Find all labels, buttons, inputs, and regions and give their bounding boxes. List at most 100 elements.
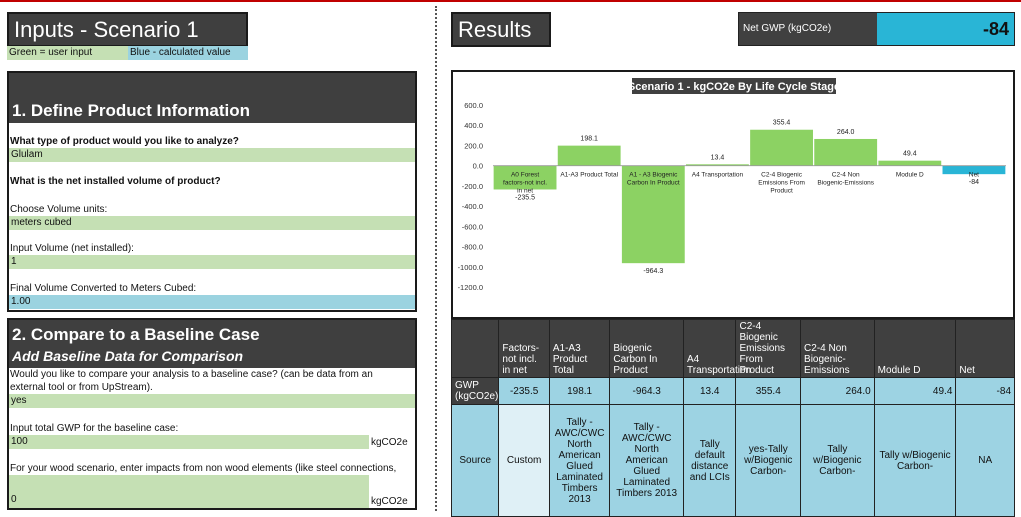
y-tick-label: -200.0 [462, 182, 483, 191]
total-gwp-field[interactable]: 100 [9, 435, 369, 449]
source-cell: Tally default distance and LCIs [683, 404, 737, 517]
y-tick-label: -1200.0 [458, 283, 483, 292]
table-header-cell: Biogenic Carbon In Product [609, 319, 685, 378]
gwp-row-label: GWP (kgCO2e) [450, 377, 500, 405]
source-cell: Tally w/Biogenic Carbon- [873, 404, 957, 517]
gwp-cell: -84 [955, 377, 1015, 405]
table-header-cell: C2-4 Non Biogenic-Emissions [800, 319, 875, 378]
gwp-cell: 198.1 [548, 377, 611, 405]
data-label: 49.4 [903, 151, 917, 158]
x-category-label: C2-4 Biogenic Emissions From Product [758, 172, 805, 195]
data-label: 264.0 [837, 129, 855, 136]
chart-bar [814, 138, 878, 166]
table-header-cell: A4 Transportation [683, 319, 751, 378]
total-gwp-unit: kgCO2e [371, 437, 408, 448]
gwp-cell: -235.5 [498, 377, 550, 405]
nonwood-field[interactable]: 0 [9, 475, 369, 508]
y-tick-label: 200.0 [464, 141, 483, 150]
compare-question-line2: external tool or from UpStream). [10, 382, 153, 393]
table-header-cell: A1-A3 Product Total [548, 319, 611, 378]
chart-svg: Scenario 1 - kgCO2e By Life Cycle Stage 6… [458, 78, 1006, 292]
data-label: -235.5 [515, 194, 535, 201]
x-category-label: A1 - A3 Biogenic Carbon In Product [627, 172, 680, 187]
y-tick-label: -800.0 [462, 243, 483, 252]
y-tick-label: 600.0 [464, 101, 483, 110]
x-category-label: A1-A3 Product Total [560, 172, 618, 179]
input-volume-label: Input Volume (net installed): [10, 243, 134, 254]
product-type-field[interactable]: Glulam [9, 148, 415, 162]
volume-question: What is the net installed volume of prod… [10, 176, 221, 187]
final-volume-value: 1.00 [9, 295, 415, 309]
chart-title: Scenario 1 - kgCO2e By Life Cycle Stage [628, 81, 840, 93]
x-category-label: C2-4 Non Biogenic-Emissions [817, 172, 874, 187]
table-row-gwp: GWP (kgCO2e) -235.5 198.1 -964.3 13.4 35… [450, 377, 1015, 405]
y-tick-label: -1000.0 [458, 263, 483, 272]
top-border-line [0, 0, 1021, 2]
results-table: Factors-not incl. in net A1-A3 Product T… [450, 319, 1015, 517]
section2-subtitle: Add Baseline Data for Comparison [12, 348, 244, 364]
x-category-label: A4 Transportation [692, 172, 744, 179]
nonwood-label: For your wood scenario, enter impacts fr… [10, 463, 397, 474]
x-category-label: A0 Forest factors-not incl. in net [503, 172, 547, 195]
table-header-cell: Factors-not incl. in net [498, 319, 550, 378]
source-cell: Tally - AWC/CWC North American Glued Lam… [548, 404, 611, 517]
input-volume-field[interactable]: 1 [9, 255, 415, 269]
table-row-source: Source Custom Tally - AWC/CWC North Amer… [450, 404, 1015, 517]
y-tick-label: 0.0 [473, 162, 483, 171]
nonwood-unit: kgCO2e [371, 496, 408, 507]
section2-title: 2. Compare to a Baseline Case [12, 325, 260, 344]
volume-units-label: Choose Volume units: [10, 204, 108, 215]
data-label: 355.4 [773, 120, 791, 127]
chart-title-bg [632, 78, 836, 94]
data-label: -964.3 [643, 268, 663, 275]
legend-calculated-value: Blue - calculated value [128, 46, 248, 60]
inputs-title-bar: Inputs - Scenario 1 [7, 12, 248, 47]
compare-baseline-field[interactable]: yes [9, 394, 415, 408]
gwp-cell: 264.0 [800, 377, 875, 405]
chart-bar [621, 165, 685, 264]
net-gwp-label-cell: Net GWP (kgCO2e) [739, 13, 877, 45]
source-cell: Tally w/Biogenic Carbon- [800, 404, 875, 517]
gwp-cell: 355.4 [735, 377, 802, 405]
chart-frame [451, 70, 1015, 319]
net-gwp-value-cell: -84 [877, 13, 1014, 45]
y-tick-label: 400.0 [464, 121, 483, 130]
source-cell: Custom [498, 404, 550, 517]
gwp-cell: 49.4 [873, 377, 957, 405]
product-type-question: What type of product would you like to a… [10, 136, 239, 147]
results-title: Results [458, 17, 532, 42]
table-header-cell: Net [955, 319, 1015, 378]
chart-bar [878, 160, 942, 166]
header-corner [450, 319, 500, 378]
chart-bar [493, 165, 557, 190]
source-cell: NA [955, 404, 1015, 517]
total-gwp-label: Input total GWP for the baseline case: [10, 423, 179, 434]
inputs-title: Inputs - Scenario 1 [14, 17, 199, 42]
net-gwp-box: Net GWP (kgCO2e) -84 [738, 12, 1015, 46]
x-category-label: Module D [896, 172, 924, 179]
legend-user-input: Green = user input [7, 46, 128, 60]
section-define-product: 1. Define Product Information [7, 71, 417, 312]
table-header-row: Factors-not incl. in net A1-A3 Product T… [450, 319, 1015, 378]
final-volume-label: Final Volume Converted to Meters Cubed: [10, 283, 197, 294]
gwp-cell: -964.3 [609, 377, 685, 405]
table-header-cell: Module D [873, 319, 957, 378]
nonwood-value: 0 [11, 494, 17, 505]
y-tick-label: -400.0 [462, 202, 483, 211]
source-row-label: Source [450, 404, 500, 517]
x-category-label: Net [969, 172, 979, 179]
source-cell: yes-Tally w/Biogenic Carbon- [735, 404, 802, 517]
section1-title: 1. Define Product Information [12, 101, 251, 120]
chart-bar [686, 164, 749, 166]
chart-bar [557, 145, 621, 166]
data-label: 13.4 [711, 154, 725, 161]
data-label: 198.1 [580, 136, 598, 143]
volume-units-field[interactable]: meters cubed [9, 216, 415, 230]
panel-divider [435, 6, 437, 511]
compare-question-line1: Would you like to compare your analysis … [10, 369, 373, 380]
section1-header: 1. Define Product Information [9, 73, 415, 123]
source-cell: Tally - AWC/CWC North American Glued Lam… [609, 404, 685, 517]
net-gwp-value: -84 [982, 19, 1009, 39]
gwp-cell: 13.4 [683, 377, 737, 405]
chart-bar [750, 129, 813, 166]
